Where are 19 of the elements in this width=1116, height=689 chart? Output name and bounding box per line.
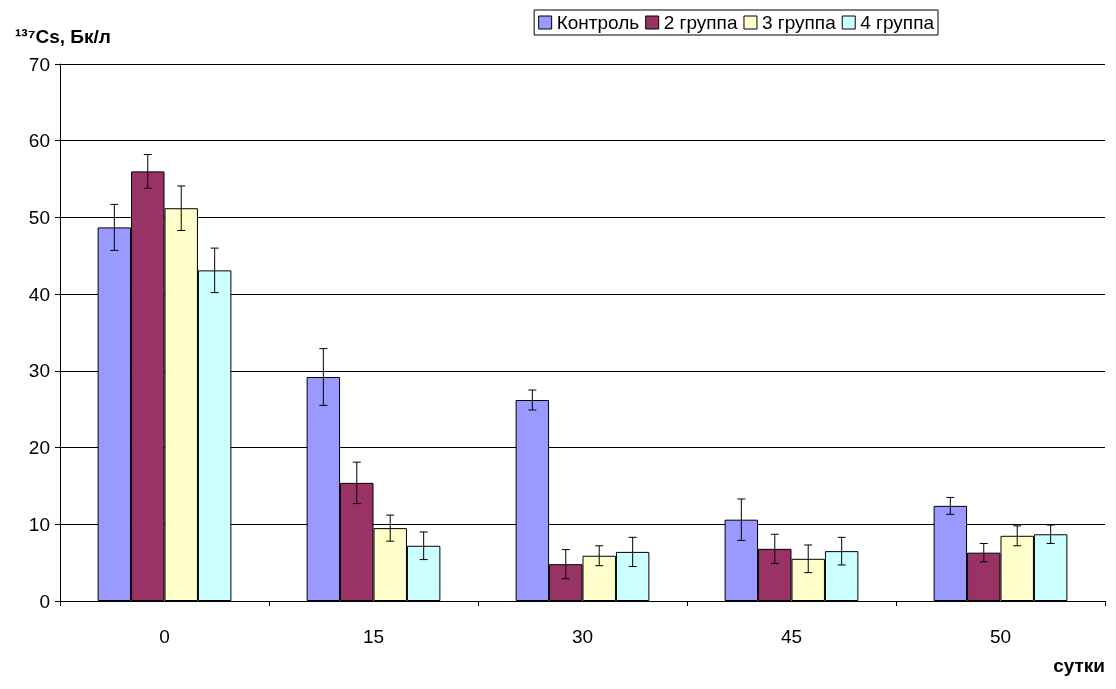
y-tick-label: 40 — [28, 283, 50, 305]
y-axis-title: ¹³⁷Cs, Бк/л — [15, 26, 111, 47]
x-tick-label: 45 — [780, 626, 803, 647]
y-tick-label: 50 — [28, 206, 50, 228]
legend-label: Контроль — [556, 12, 640, 33]
legend-label: 3 группа — [761, 12, 837, 33]
legend-label: 4 группа — [860, 12, 935, 33]
y-tick-label: 20 — [28, 437, 50, 459]
y-tick-label: 70 — [28, 53, 50, 75]
y-tick-label: 0 — [39, 590, 50, 612]
x-tick-label: 15 — [362, 626, 385, 647]
x-tick-label: 0 — [159, 626, 170, 647]
x-tick-label: 50 — [989, 626, 1012, 647]
y-tick-label: 10 — [28, 513, 50, 535]
legend-label: 2 группа — [663, 12, 738, 33]
y-tick-label: 30 — [28, 360, 50, 382]
x-axis-title: сутки — [1053, 655, 1105, 676]
y-tick-label: 60 — [28, 130, 50, 152]
x-tick-label: 30 — [571, 626, 594, 647]
